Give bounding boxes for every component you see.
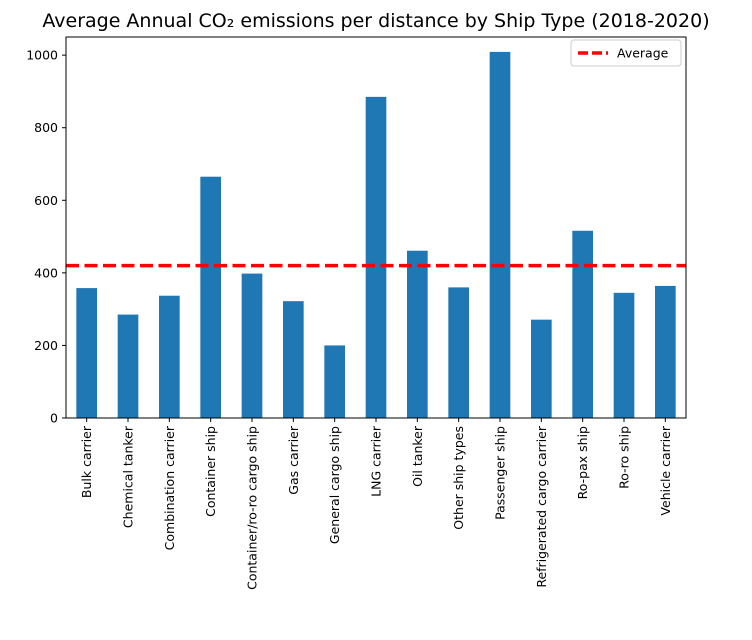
legend-box <box>570 39 682 67</box>
y-tick-label: 400 <box>34 265 58 280</box>
bar-ro-ro-ship <box>613 292 635 418</box>
x-tick-label: Bulk carrier <box>79 425 94 498</box>
x-tick-label: Vehicle carrier <box>658 425 673 515</box>
bar-general-cargo-ship <box>324 345 345 418</box>
x-tick-label: General cargo ship <box>327 426 342 544</box>
x-axis: Bulk carrier Chemical tanker Combination c… <box>79 418 673 590</box>
bar-refrigerated-cargo-carrier <box>531 319 552 418</box>
bar-ro-pax-ship <box>572 230 593 418</box>
plot-frame <box>65 36 687 419</box>
x-tick-label: Combination carrier <box>162 425 177 550</box>
y-tick-label: 1000 <box>26 48 58 63</box>
y-tick-label: 800 <box>34 120 58 135</box>
x-tick-label: Container ship <box>203 426 218 517</box>
bar-chemical-tanker <box>117 314 139 418</box>
bar-vehicle-carrier <box>655 285 676 418</box>
bars <box>76 51 676 419</box>
x-tick-label: Oil tanker <box>410 425 425 487</box>
bar-oil-tanker <box>407 250 428 418</box>
x-tick-label: Ro-pax ship <box>575 426 590 499</box>
bar-other-ship-types <box>448 287 469 418</box>
bar-container-ship <box>200 176 221 418</box>
bar-combination-carrier <box>159 295 180 418</box>
bar-passenger-ship <box>489 51 511 419</box>
x-tick-label: Refrigerated cargo carrier <box>534 425 549 588</box>
x-tick-label: LNG carrier <box>369 425 384 497</box>
x-tick-label: Container/ro-ro cargo ship <box>245 426 260 590</box>
legend-label-average: Average <box>617 46 669 61</box>
y-tick-label: 0 <box>50 411 58 426</box>
x-tick-label: Gas carrier <box>286 425 301 495</box>
bar-container-ro-ro-cargo-ship <box>241 273 263 418</box>
y-tick-label: 200 <box>34 338 58 353</box>
legend: Average <box>570 39 682 67</box>
chart-title: Average Annual CO₂ emissions per distanc… <box>42 10 709 32</box>
bar-bulk-carrier <box>76 288 97 418</box>
bar-gas-carrier <box>283 301 304 418</box>
y-tick-label: 600 <box>34 193 58 208</box>
x-tick-label: Other ship types <box>451 426 466 530</box>
x-tick-label: Chemical tanker <box>121 425 136 528</box>
x-tick-label: Passenger ship <box>493 426 508 520</box>
x-tick-label: Ro-ro ship <box>617 426 632 489</box>
bar-lng-carrier <box>365 96 387 418</box>
y-axis: 0 200 400 600 800 1000 <box>26 48 66 426</box>
